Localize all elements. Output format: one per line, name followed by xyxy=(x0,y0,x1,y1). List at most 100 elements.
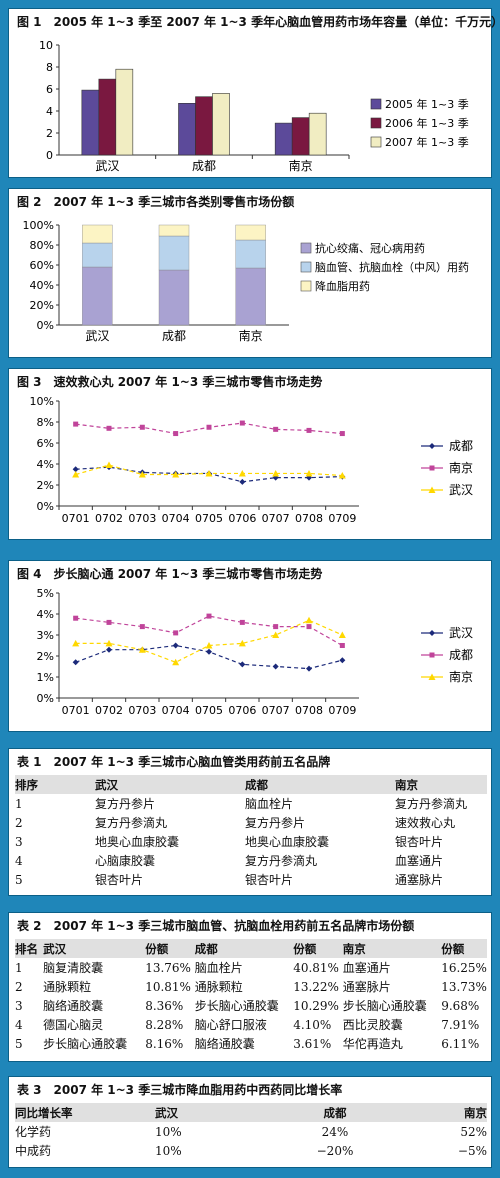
table-3: 同比增长率 武汉 成都 南京 化学药 10% 24% 52% 中成药 10% −20% −5% xyxy=(15,1103,487,1160)
data-point xyxy=(139,424,145,430)
x-tick-label: 0702 xyxy=(95,512,123,525)
table-2-header: 武汉 xyxy=(43,941,67,956)
x-tick-label: 南京 xyxy=(239,328,263,343)
bar xyxy=(291,117,310,156)
y-tick-label: 2% xyxy=(37,479,54,492)
legend-label: 2007 年 1~3 季 xyxy=(385,135,469,149)
table-3-row: 化学药 10% 24% 52% xyxy=(15,1122,487,1141)
table-cell: 24% xyxy=(321,1124,349,1139)
legend-swatch xyxy=(370,98,382,110)
table-cell: 4.10% xyxy=(293,1017,332,1032)
x-tick-label: 0707 xyxy=(262,512,290,525)
table-2-panel: 表 2 2007 年 1~3 季三城市脑血管、抗脑血栓用药前五名品牌市场份额 排… xyxy=(8,912,492,1062)
data-point xyxy=(305,469,313,477)
table-2-row: 5 步长脑心通胶囊 8.16% 脑络通胶囊 3.61% 华佗再造丸 6.11% xyxy=(15,1034,487,1053)
table-3-header: 同比增长率 xyxy=(15,1105,73,1120)
table-cell: 2 xyxy=(15,979,23,994)
stacked-bar-segment xyxy=(82,242,113,268)
table-cell: 华佗再造丸 xyxy=(342,1037,403,1051)
table-3-header-row: 同比增长率 武汉 成都 南京 xyxy=(15,1103,487,1122)
y-tick-label: 10 xyxy=(39,39,53,52)
y-tick-label: 2% xyxy=(37,650,54,663)
data-point xyxy=(306,665,312,672)
legend-label: 降血脂用药 xyxy=(315,279,370,293)
data-point xyxy=(73,421,79,427)
table-cell: 3 xyxy=(15,998,23,1013)
stacked-bar-segment xyxy=(235,267,266,326)
table-cell: 8.36% xyxy=(145,998,184,1013)
table-2-row: 1 脑复清胶囊 13.76% 脑血栓片 40.81% 血塞通片 16.25% xyxy=(15,958,487,977)
table-3-header: 南京 xyxy=(464,1105,487,1120)
table-cell: 复方丹参片 xyxy=(95,797,156,811)
data-point xyxy=(173,630,179,636)
table-cell: 8.16% xyxy=(145,1036,184,1051)
table-cell: 西比灵胶囊 xyxy=(342,1018,403,1032)
data-point xyxy=(272,631,280,638)
x-tick-label: 0704 xyxy=(162,704,190,717)
x-tick-label: 0709 xyxy=(328,512,356,525)
table-cell: 7.91% xyxy=(441,1017,480,1032)
table-1-row: 1 复方丹参片 脑血栓片 复方丹参滴丸 xyxy=(15,794,487,813)
table-cell: 银杏叶片 xyxy=(395,835,444,849)
y-tick-label: 40% xyxy=(30,279,54,292)
table-1-row: 3 地奥心血康胶囊 地奥心血康胶囊 银杏叶片 xyxy=(15,832,487,851)
figure-4-title: 图 4 步长脑心通 2007 年 1~3 季三城市零售市场走势 xyxy=(17,567,323,581)
x-tick-label: 0708 xyxy=(295,704,323,717)
figure-3-chart: 0% 2% 4% 6% 8% 10% 0701 0702 0703 0704 0705 0706 070… xyxy=(30,395,473,525)
legend-swatch xyxy=(300,280,312,292)
table-cell: 银杏叶片 xyxy=(245,873,294,887)
table-3-header: 武汉 xyxy=(155,1105,178,1120)
table-2: 排名 武汉 份额 成都 份额 南京 份额 1 脑复清胶囊 13.76% 脑血栓片 40.… xyxy=(15,939,487,1053)
data-point xyxy=(106,425,112,431)
y-tick-label: 8% xyxy=(37,416,54,429)
data-point xyxy=(205,469,213,477)
x-tick-label: 0703 xyxy=(128,704,156,717)
y-tick-label: 0% xyxy=(37,319,54,332)
data-point xyxy=(338,472,346,479)
table-cell: 9.68% xyxy=(441,998,480,1013)
data-point xyxy=(339,431,345,437)
table-cell: 通脉颗粒 xyxy=(194,980,243,994)
table-cell: 3.61% xyxy=(293,1036,332,1051)
data-point xyxy=(272,663,279,670)
table-1-header: 南京 xyxy=(395,777,418,792)
data-point xyxy=(172,471,180,478)
table-cell: 52% xyxy=(460,1124,487,1139)
series-line xyxy=(75,615,343,647)
legend-marker xyxy=(429,465,435,471)
data-point xyxy=(339,657,346,664)
stacked-bar-segment xyxy=(82,266,113,326)
table-2-header-row: 排名 武汉 份额 成都 份额 南京 份额 xyxy=(15,939,487,958)
legend-swatch xyxy=(370,136,382,148)
table-cell: 地奥心血康胶囊 xyxy=(245,835,330,849)
y-tick-label: 8 xyxy=(46,61,53,74)
x-tick-label: 成都 xyxy=(192,159,216,173)
legend-label: 2005 年 1~3 季 xyxy=(385,97,469,111)
y-tick-label: 0% xyxy=(37,500,54,513)
legend-label: 武汉 xyxy=(449,626,473,640)
x-tick-label: 0701 xyxy=(62,512,90,525)
figure-1-title: 图 1 2005 年 1~3 季至 2007 年 1~3 季年心脑血管用药市场年… xyxy=(17,15,500,29)
x-tick-label: 0704 xyxy=(162,512,190,525)
table-cell: 16.25% xyxy=(441,960,487,975)
figure-4-panel: 图 4 步长脑心通 2007 年 1~3 季三城市零售市场走势 0% 1% 2% 3%… xyxy=(8,560,492,732)
table-cell: 中成药 xyxy=(15,1144,52,1158)
data-point xyxy=(72,471,80,478)
legend-marker xyxy=(428,673,436,680)
data-point xyxy=(173,431,179,437)
figure-2-title: 图 2 2007 年 1~3 季三城市各类别零售市场份额 xyxy=(17,195,295,209)
x-tick-label: 0701 xyxy=(62,704,90,717)
data-point xyxy=(205,642,213,649)
table-1-row: 4 心脑康胶囊 复方丹参滴丸 血塞通片 xyxy=(15,851,487,870)
table-cell: 6.11% xyxy=(441,1036,480,1051)
data-point xyxy=(206,613,212,619)
data-point xyxy=(206,424,212,430)
y-tick-label: 1% xyxy=(37,671,54,684)
figure-3-title: 图 3 速效救心丸 2007 年 1~3 季三城市零售市场走势 xyxy=(17,375,323,389)
data-point xyxy=(272,474,279,481)
x-tick-label: 0706 xyxy=(228,704,256,717)
table-cell: 40.81% xyxy=(293,960,339,975)
data-point xyxy=(239,420,245,426)
table-cell: 5 xyxy=(15,872,23,887)
bar xyxy=(212,93,230,156)
